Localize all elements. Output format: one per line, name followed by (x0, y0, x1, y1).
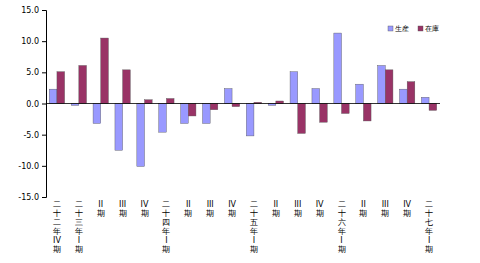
bar (342, 104, 350, 114)
y-tick-mark (42, 10, 46, 11)
legend-item: 在庫 (418, 25, 439, 33)
y-tick-label: 15.0 (21, 6, 39, 15)
y-tick-mark (42, 166, 46, 167)
bar (400, 89, 408, 103)
y-tick-label: -5.0 (23, 131, 39, 140)
bar (115, 104, 123, 151)
bar-series (57, 38, 437, 133)
y-tick: 15.0 (21, 6, 46, 15)
bar (298, 104, 306, 134)
bar (224, 89, 232, 104)
bar (145, 100, 153, 104)
chart: -15.0 -10.0 -5.0 0.0 5.0 10.0 15.0 二十二年IV期 二十三年I… (0, 0, 480, 263)
legend-swatch (418, 26, 423, 31)
y-tick: 10.0 (21, 37, 46, 46)
bar (137, 104, 145, 167)
legend-swatch (388, 26, 393, 31)
legend: 生産 在庫 (388, 25, 439, 33)
plot-area (49, 33, 436, 166)
bar (312, 89, 320, 104)
x-tick-label: III期 (294, 200, 302, 218)
bar (407, 82, 415, 104)
bar (363, 104, 371, 121)
y-tick-mark (42, 104, 46, 105)
y-tick: -5.0 (23, 131, 46, 140)
y-tick-label: -10.0 (18, 162, 39, 171)
y-tick: 0.0 (26, 100, 46, 109)
bar (123, 70, 131, 104)
x-tick-label: 二十五年I期 (250, 200, 258, 254)
x-tick-label: III期 (381, 200, 389, 218)
bar (57, 72, 65, 104)
y-tick-mark (42, 197, 46, 198)
legend-item: 生産 (388, 25, 409, 33)
legend-label: 在庫 (425, 25, 439, 33)
x-tick-label: II期 (184, 200, 192, 218)
bar (378, 65, 386, 103)
y-tick-mark (42, 135, 46, 136)
x-tick-label: IV期 (316, 200, 324, 218)
y-tick-label: 5.0 (26, 68, 39, 77)
y-tick: 5.0 (26, 68, 46, 77)
x-tick-label: IV期 (141, 200, 149, 218)
x-tick-label: IV期 (228, 200, 236, 218)
bar (181, 104, 189, 124)
y-tick-mark (42, 41, 46, 42)
bar (166, 99, 174, 104)
x-tick-label: 二十二年IV期 (53, 200, 61, 254)
y-tick-label: 0.0 (26, 100, 39, 109)
x-tick-label: 二十六年I期 (338, 200, 346, 254)
x-tick-label: 二十三年I期 (75, 200, 83, 254)
bar (79, 65, 87, 103)
bar (159, 104, 167, 133)
bar (188, 104, 196, 116)
bar (385, 70, 393, 104)
bar (93, 104, 101, 124)
x-tick-label: 二十四年I期 (162, 200, 170, 254)
x-labels: 二十二年IV期 二十三年I期 II期 III期 IV期 二十四年I期 II期 III期 IV期 二… (53, 200, 433, 254)
y-axis-line (42, 11, 47, 198)
bar (246, 104, 254, 136)
y-axis: -15.0 -10.0 -5.0 0.0 5.0 10.0 15.0 (18, 6, 46, 202)
x-tick-label: III期 (206, 200, 214, 218)
y-tick-mark (42, 72, 46, 73)
x-tick-label: II期 (97, 200, 105, 218)
bar-series (49, 33, 429, 166)
y-tick: -10.0 (18, 162, 46, 171)
bar (421, 97, 429, 103)
y-tick-label: 10.0 (21, 37, 39, 46)
x-tick-label: IV期 (403, 200, 411, 218)
y-tick-label: -15.0 (18, 193, 39, 202)
bar (290, 72, 298, 104)
bar (429, 104, 437, 111)
bar (232, 104, 240, 107)
bar (49, 89, 57, 103)
bar (334, 33, 342, 103)
bar (101, 38, 109, 103)
y-tick: -15.0 (18, 193, 46, 202)
legend-label: 生産 (395, 25, 409, 33)
bar (210, 104, 218, 110)
baseline (46, 103, 440, 104)
bar (320, 104, 328, 123)
x-tick-label: II期 (359, 200, 367, 218)
x-tick-label: II期 (272, 200, 280, 218)
x-tick-label: 二十七年I期 (425, 200, 433, 254)
bar (356, 84, 364, 103)
bar (203, 104, 211, 124)
x-tick-label: III期 (119, 200, 127, 218)
